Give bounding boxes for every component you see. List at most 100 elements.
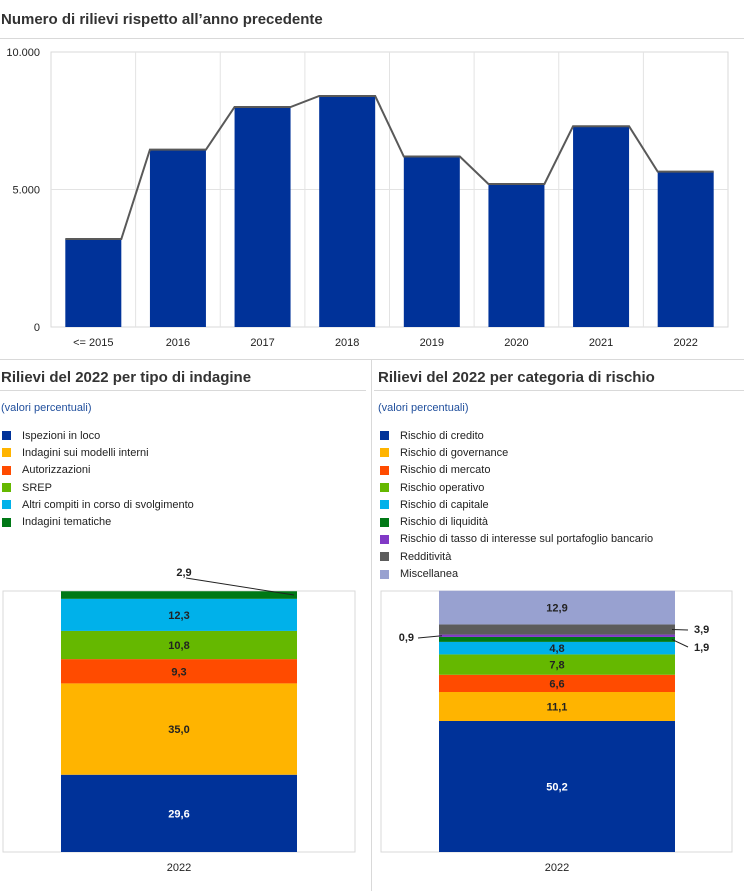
legend-label: Rischio di governance [400,446,509,459]
x-tick-label: 2016 [166,337,190,349]
legend-label: Rischio di liquidità [400,516,489,529]
legend-label: Ispezioni in loco [22,429,101,442]
top-chart-title: Numero di rilievi rispetto all’anno prec… [1,11,323,28]
x-tick-label: <= 2015 [73,337,113,349]
x-tick-label: 2019 [420,337,444,349]
legend-item: SREP [2,479,194,496]
x-tick-label: 2017 [250,337,274,349]
panel-divider [371,359,372,891]
left-title-rule [0,390,366,391]
bar [65,239,122,327]
stack-segment [439,636,675,642]
y-tick-label: 5.000 [12,185,40,197]
stack-segment [439,590,675,625]
data-label-leader [671,628,689,631]
legend-item: Indagini sui modelli interni [2,444,194,461]
legend-item: Rischio di governance [380,444,653,461]
bar [657,171,714,327]
data-label: 11,1 [547,701,568,713]
data-label: 12,9 [546,603,567,615]
legend-item: Redditività [380,548,653,565]
legend-swatch [2,483,11,493]
stack-segment [61,591,297,599]
legend-item: Rischio di tasso di interesse sul portaf… [380,531,653,548]
section-divider [0,359,744,360]
left-chart-subtitle: (valori percentuali) [1,402,92,414]
data-label: 29,6 [168,808,189,820]
stack-segment [439,692,675,721]
stack-segment [61,774,297,852]
legend-item: Rischio di credito [380,427,653,444]
legend-item: Rischio di mercato [380,462,653,479]
legend-label: Rischio di capitale [400,498,489,511]
bar [319,96,376,327]
data-label: 4,8 [549,643,564,655]
x-tick-label: 2022 [167,862,191,874]
legend-swatch [380,483,389,493]
legend-item: Indagini tematiche [2,513,194,530]
bar [488,184,545,327]
legend-swatch [2,500,11,510]
legend-label: Miscellanea [400,568,459,581]
stack-segment [61,598,297,631]
legend-item: Ispezioni in loco [2,427,194,444]
x-tick-label: 2022 [545,862,569,874]
stack-segment [439,624,675,635]
bar [403,156,460,327]
data-label-leader [671,638,689,648]
legend-label: Rischio di credito [400,429,484,442]
legend-item: Rischio di liquidità [380,513,653,530]
data-label: 2,9 [176,567,191,579]
data-label: 50,2 [546,781,567,793]
y-tick-label: 0 [34,322,40,334]
right-chart-title: Rilievi del 2022 per categoria di rischi… [378,369,655,386]
legend-swatch [2,517,11,527]
stack-segment [439,674,675,693]
legend-label: Altri compiti in corso di svolgimento [22,498,194,511]
data-label-leader [185,577,295,596]
legend-swatch [380,552,389,562]
legend-item: Rischio di capitale [380,496,653,513]
data-label: 6,6 [549,678,564,690]
legend-label: Indagini sui modelli interni [22,446,149,459]
bar [573,126,630,327]
data-label: 3,9 [694,624,709,636]
data-label-leader [417,635,443,639]
legend-swatch [2,431,11,441]
legend-label: Rischio di mercato [400,464,491,477]
top-title-rule [0,38,744,39]
x-tick-label: 2021 [589,337,613,349]
legend-swatch [380,534,389,544]
legend-label: SREP [22,481,52,494]
stack-segment [439,654,675,675]
legend-item: Miscellanea [380,565,653,582]
bar [234,107,291,327]
legend-label: Autorizzazioni [22,464,91,477]
stack-segment [61,659,297,684]
legend-swatch [380,431,389,441]
stack-segment [61,630,297,660]
left-chart-title: Rilievi del 2022 per tipo di indagine [1,369,252,386]
legend-label: Indagini tematiche [22,516,112,529]
right-chart-subtitle: (valori percentuali) [378,402,469,414]
legend-swatch [380,500,389,510]
data-label: 35,0 [168,724,189,736]
y-tick-label: 10.000 [6,47,40,59]
data-label: 1,9 [694,642,709,654]
legend-item: Autorizzazioni [2,462,194,479]
bar [149,149,206,327]
legend-label: Rischio operativo [400,481,485,494]
legend-label: Redditività [400,550,452,563]
stack-segment [439,641,675,655]
legend-swatch [2,465,11,475]
stack-segment [439,720,675,852]
data-label: 9,3 [171,666,186,678]
legend-swatch [2,448,11,458]
right-legend: Rischio di credito Rischio di governance R… [380,427,653,583]
right-title-rule [374,390,744,391]
x-tick-label: 2022 [673,337,697,349]
legend-swatch [380,517,389,527]
legend-item: Rischio operativo [380,479,653,496]
top-bar-chart: 0 5.000 10.000 <= 2015 2016 2017 2018 2019 2020 2… [6,47,729,349]
